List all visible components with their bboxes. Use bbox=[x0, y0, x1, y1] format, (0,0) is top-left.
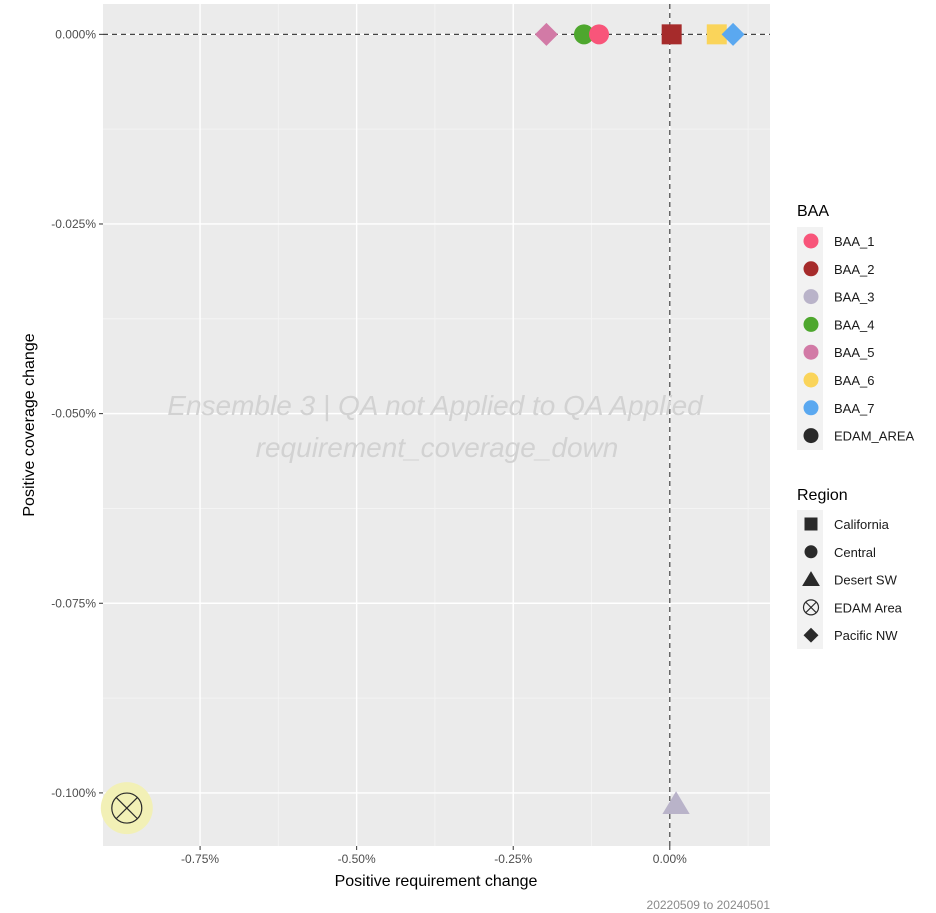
legend-key-central bbox=[804, 545, 818, 559]
y-tick-label: -0.100% bbox=[51, 786, 96, 800]
legend-key-baa-3 bbox=[803, 289, 819, 305]
point-baa-1 bbox=[589, 24, 610, 45]
y-tick-label: -0.050% bbox=[51, 407, 96, 421]
legend-label: BAA_7 bbox=[834, 401, 874, 416]
legend-key-baa-7 bbox=[803, 400, 819, 416]
y-axis-title: Positive coverage change bbox=[21, 333, 38, 516]
y-tick-label: -0.075% bbox=[51, 596, 96, 610]
point-baa-4 bbox=[573, 24, 594, 45]
data-points bbox=[100, 22, 745, 835]
legend-label: BAA_1 bbox=[834, 234, 874, 249]
legend-label: EDAM_AREA bbox=[834, 429, 915, 444]
x-axis-ticks: -0.75% -0.50% -0.25% 0.00% bbox=[181, 846, 687, 866]
legend-label: Pacific NW bbox=[834, 628, 898, 643]
point-baa-2 bbox=[661, 24, 682, 45]
legend: BAA BAA_1 BAA_2 BAA_3 BAA_4 BAA_5 BAA_6 BAA_7 E… bbox=[797, 203, 915, 649]
legend-label: BAA_3 bbox=[834, 290, 874, 305]
legend-label: BAA_6 bbox=[834, 373, 874, 388]
legend-label: EDAM Area bbox=[834, 600, 903, 615]
legend-shape-entries: California Central Desert SW EDAM Area Pacif… bbox=[797, 510, 903, 649]
point-edam-area bbox=[111, 792, 143, 824]
plot-panel bbox=[103, 4, 770, 846]
watermark-line-1: Ensemble 3 | QA not Applied to QA Applie… bbox=[167, 390, 704, 421]
legend-label: BAA_2 bbox=[834, 262, 874, 277]
x-tick-label: 0.00% bbox=[653, 852, 687, 866]
point-baa-6 bbox=[706, 24, 727, 45]
legend-key-desert-sw bbox=[802, 571, 820, 586]
caption: 20220509 to 20240501 bbox=[647, 898, 771, 912]
legend-color-entries: BAA_1 BAA_2 BAA_3 BAA_4 BAA_5 BAA_6 BAA_7 EDAM_… bbox=[797, 227, 915, 450]
grid-lines bbox=[103, 4, 770, 846]
point-baa-3 bbox=[662, 791, 690, 815]
x-axis-title: Positive requirement change bbox=[335, 873, 538, 890]
legend-label: BAA_4 bbox=[834, 317, 874, 332]
legend-key-edam-area bbox=[803, 428, 819, 444]
x-tick-label: -0.50% bbox=[338, 852, 376, 866]
legend-color-keys-bg bbox=[797, 227, 823, 450]
legend-label: Central bbox=[834, 545, 876, 560]
reference-lines bbox=[103, 4, 770, 846]
legend-label: BAA_5 bbox=[834, 345, 874, 360]
legend-key-baa-1 bbox=[803, 233, 819, 249]
legend-key-baa-2 bbox=[803, 261, 819, 277]
legend-title-region: Region bbox=[797, 487, 848, 504]
legend-key-pacific-nw bbox=[803, 627, 819, 643]
legend-key-edam-area bbox=[802, 599, 820, 616]
legend-label: California bbox=[834, 517, 890, 532]
y-tick-label: -0.025% bbox=[51, 217, 96, 231]
legend-key-baa-6 bbox=[803, 372, 819, 388]
legend-key-baa-5 bbox=[803, 344, 819, 360]
legend-key-baa-4 bbox=[803, 316, 819, 332]
point-baa-7 bbox=[721, 22, 745, 46]
x-tick-label: -0.75% bbox=[181, 852, 219, 866]
legend-title-baa: BAA bbox=[797, 203, 829, 220]
y-axis-ticks: 0.000% -0.025% -0.050% -0.075% -0.100% bbox=[51, 27, 103, 800]
point-baa-5 bbox=[534, 22, 558, 46]
legend-label: Desert SW bbox=[834, 573, 898, 588]
legend-key-california bbox=[804, 517, 818, 531]
x-tick-label: -0.25% bbox=[494, 852, 532, 866]
y-tick-label: 0.000% bbox=[55, 27, 96, 41]
watermark-line-2: requirement_coverage_down bbox=[256, 432, 619, 463]
